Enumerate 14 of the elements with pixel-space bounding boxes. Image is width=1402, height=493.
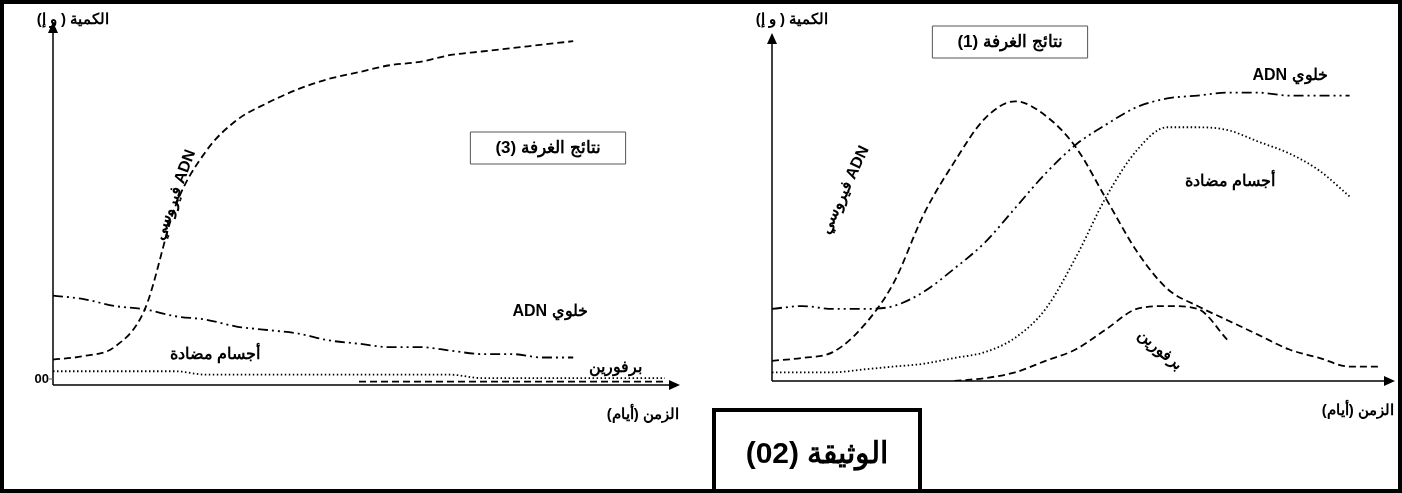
text: خلوي ADN: [512, 302, 588, 322]
text: ADN فيروسي: [816, 142, 874, 238]
text: الوثيقة (02): [745, 435, 889, 470]
series-label: أجسام مضادة: [1184, 169, 1276, 192]
series-label: برفورين: [588, 358, 642, 378]
x-axis-title: الزمن (أيام): [606, 403, 679, 424]
text: نتائج الغرفة (3): [495, 137, 601, 158]
chart-title: نتائج الغرفة (1): [957, 31, 1063, 52]
text: برفورين: [1133, 325, 1187, 375]
x-axis-title: الزمن (أيام): [1321, 399, 1394, 420]
series-label: أجسام مضادة: [169, 342, 261, 365]
series-label: خلوي ADN: [1252, 66, 1328, 86]
y-axis-title: الكمية ( و إ): [755, 10, 829, 29]
text: 00: [34, 370, 49, 386]
